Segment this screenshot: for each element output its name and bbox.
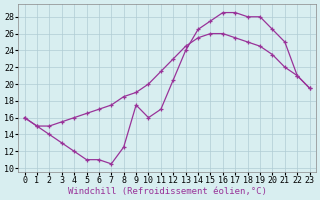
X-axis label: Windchill (Refroidissement éolien,°C): Windchill (Refroidissement éolien,°C) (68, 187, 267, 196)
